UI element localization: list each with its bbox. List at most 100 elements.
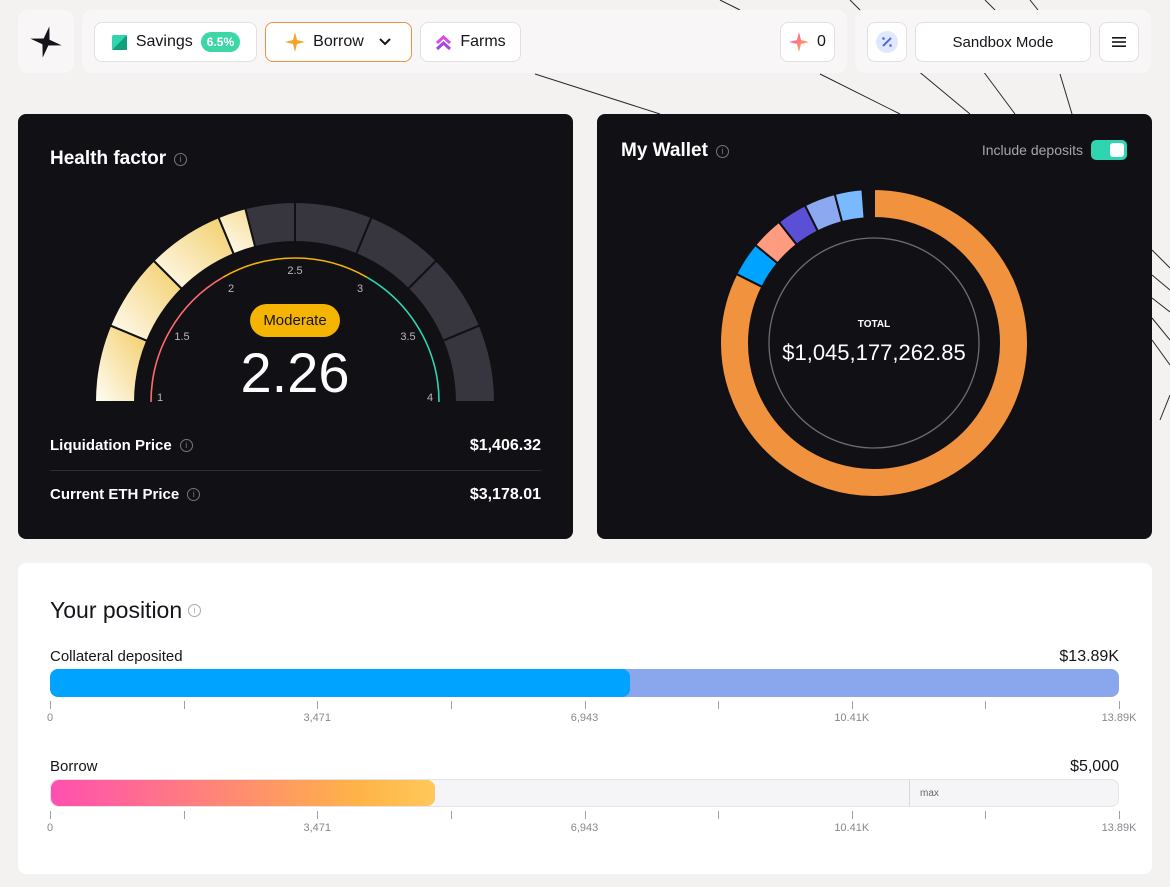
gauge-label-1-5: 1.5 bbox=[174, 331, 189, 343]
health-factor-card: Health factor i 1 1.5 2 2.5 3 3.5 4 Mode… bbox=[18, 114, 573, 539]
borrow-bar-track: max bbox=[50, 779, 1119, 807]
info-icon[interactable]: i bbox=[187, 488, 201, 501]
health-status-badge: Moderate bbox=[250, 304, 340, 337]
wallet-avatar-icon bbox=[876, 31, 898, 53]
health-factor-value: 2.26 bbox=[240, 341, 350, 404]
points-button[interactable]: 0 bbox=[780, 22, 835, 62]
collateral-bar-fill bbox=[50, 669, 631, 697]
farms-chevrons-icon bbox=[436, 34, 452, 50]
chevron-down-icon bbox=[379, 38, 391, 46]
eth-price-value: $3,178.01 bbox=[469, 486, 541, 503]
info-icon[interactable]: i bbox=[179, 439, 193, 452]
your-position-card: Your position i Collateral deposited $13… bbox=[18, 563, 1152, 874]
axis-tick bbox=[584, 701, 586, 709]
borrow-dropdown-button[interactable]: Borrow bbox=[265, 22, 412, 62]
axis-tick-label: 0 bbox=[46, 712, 54, 724]
collateral-axis: 0 3,471 6,943 10.41K 13.89K bbox=[46, 701, 1136, 725]
points-star-icon bbox=[789, 32, 810, 52]
borrow-max-marker[interactable]: max bbox=[909, 780, 939, 806]
axis-tick-label: 10.41K bbox=[834, 822, 870, 834]
menu-button[interactable] bbox=[1099, 22, 1139, 62]
axis-tick bbox=[1119, 701, 1120, 709]
axis-tick bbox=[985, 701, 987, 709]
collateral-bar-track bbox=[50, 669, 1119, 697]
info-icon[interactable]: i bbox=[188, 604, 202, 617]
borrow-max-label: max bbox=[920, 787, 939, 799]
axis-tick bbox=[50, 701, 51, 709]
savings-label: Savings bbox=[135, 33, 193, 50]
axis-tick bbox=[183, 701, 185, 709]
borrow-axis: 0 3,471 6,943 10.41K 13.89K bbox=[46, 811, 1136, 835]
gauge-label-2-5: 2.5 bbox=[287, 265, 302, 277]
wallet-total-value: $1,045,177,262.85 bbox=[782, 340, 966, 365]
health-gauge: 1 1.5 2 2.5 3 3.5 4 bbox=[93, 200, 497, 404]
gauge-label-4: 4 bbox=[427, 392, 433, 404]
axis-tick-label: 6,943 bbox=[570, 712, 599, 724]
sandbox-label: Sandbox Mode bbox=[952, 33, 1054, 51]
gauge-segment-8 bbox=[441, 324, 497, 403]
borrow-label: Borrow bbox=[313, 33, 364, 50]
wallet-total-label: TOTAL bbox=[857, 319, 891, 330]
info-icon[interactable]: i bbox=[174, 152, 188, 166]
divider bbox=[50, 470, 541, 471]
axis-tick-label: 13.89K bbox=[1101, 712, 1137, 724]
my-wallet-card: My Wallet i Include deposits TOTAL $1,04… bbox=[597, 114, 1152, 539]
hamburger-menu-icon bbox=[1112, 37, 1126, 47]
info-icon[interactable]: i bbox=[715, 144, 729, 158]
savings-icon bbox=[111, 34, 127, 50]
axis-tick bbox=[718, 701, 720, 709]
axis-tick bbox=[450, 811, 452, 819]
my-wallet-title-text: My Wallet bbox=[621, 140, 708, 161]
borrow-value: $5,000 bbox=[1070, 758, 1119, 775]
include-deposits-toggle[interactable] bbox=[1091, 140, 1127, 160]
axis-tick bbox=[584, 811, 586, 819]
collateral-label: Collateral deposited bbox=[50, 648, 183, 665]
axis-tick bbox=[718, 811, 720, 819]
liquidation-price-label: Liquidation Price i bbox=[50, 437, 193, 454]
collateral-value: $13.89K bbox=[1059, 648, 1119, 665]
axis-tick-label: 0 bbox=[46, 822, 54, 834]
axis-tick bbox=[50, 811, 51, 819]
health-factor-title: Health factor i bbox=[50, 148, 188, 170]
my-wallet-title: My Wallet i bbox=[621, 140, 729, 162]
donut-slice-sky[interactable] bbox=[833, 188, 866, 224]
include-deposits-label: Include deposits bbox=[981, 142, 1083, 158]
axis-tick bbox=[1119, 811, 1120, 819]
gauge-label-3-5: 3.5 bbox=[400, 331, 415, 343]
gauge-scale-risky bbox=[150, 276, 224, 403]
axis-tick-label: 3,471 bbox=[303, 822, 332, 834]
gauge-label-2: 2 bbox=[228, 283, 234, 295]
toggle-knob bbox=[1110, 143, 1124, 157]
gauge-scale-safe bbox=[366, 276, 440, 403]
donut-slice-orange[interactable] bbox=[719, 187, 1029, 498]
your-position-title: Your position i bbox=[50, 597, 202, 624]
sandbox-mode-button[interactable]: Sandbox Mode bbox=[915, 22, 1091, 62]
donut-inner-ring bbox=[768, 237, 980, 449]
axis-tick bbox=[317, 811, 319, 819]
axis-tick bbox=[851, 701, 853, 709]
borrow-bar-fill bbox=[51, 780, 436, 806]
gauge-label-3: 3 bbox=[357, 283, 363, 295]
savings-button[interactable]: Savings 6.5% bbox=[94, 22, 257, 62]
axis-tick bbox=[985, 811, 987, 819]
axis-tick bbox=[851, 811, 853, 819]
wallet-donut-chart bbox=[719, 187, 1029, 498]
axis-tick bbox=[183, 811, 185, 819]
points-count: 0 bbox=[817, 33, 826, 50]
gauge-label-1: 1 bbox=[157, 392, 163, 404]
axis-tick-label: 3,471 bbox=[303, 712, 332, 724]
gauge-segment-unfilled bbox=[244, 200, 296, 249]
borrow-label: Borrow bbox=[50, 758, 98, 775]
axis-tick-label: 6,943 bbox=[570, 822, 599, 834]
axis-tick bbox=[450, 701, 452, 709]
axis-tick-label: 10.41K bbox=[834, 712, 870, 724]
farms-label: Farms bbox=[460, 33, 506, 50]
wallet-connect-button[interactable] bbox=[867, 22, 907, 62]
gauge-scale-moderate bbox=[222, 257, 368, 278]
savings-rate-badge: 6.5% bbox=[200, 32, 241, 52]
liquidation-price-value: $1,406.32 bbox=[469, 437, 541, 454]
farms-button[interactable]: Farms bbox=[420, 22, 521, 62]
logo-card[interactable] bbox=[18, 10, 74, 73]
health-factor-title-text: Health factor bbox=[50, 148, 167, 169]
borrow-spark-icon bbox=[285, 32, 306, 52]
